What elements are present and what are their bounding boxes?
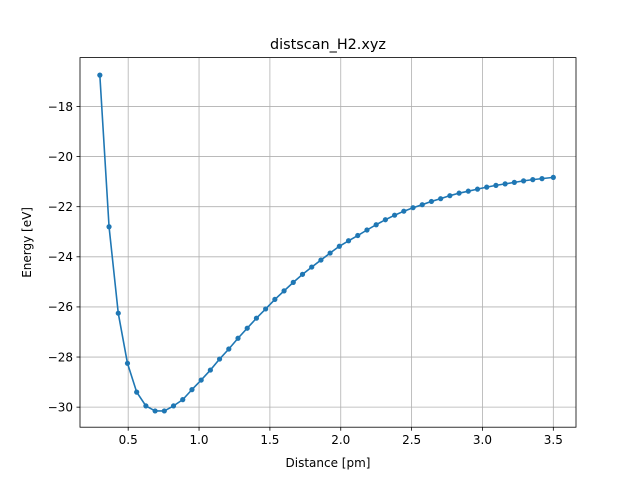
data-point [493, 182, 499, 188]
x-tick-label: 3.5 [544, 433, 563, 447]
plot-area [80, 57, 576, 428]
data-point [189, 387, 195, 393]
data-point [115, 310, 121, 316]
y-tick-label: −22 [48, 200, 73, 214]
chart-title: distscan_H2.xyz [270, 37, 386, 53]
data-point [355, 232, 361, 239]
data-point [382, 217, 388, 223]
data-point [244, 325, 250, 331]
data-point [152, 408, 158, 414]
series-group [97, 72, 556, 414]
data-point [327, 250, 333, 256]
data-point [226, 346, 232, 352]
data-point [170, 403, 177, 409]
data-point [134, 389, 140, 395]
x-tick-label: 1.0 [189, 433, 208, 447]
data-point [410, 205, 416, 211]
data-point [161, 408, 167, 414]
data-point [438, 196, 444, 202]
grid-lines [80, 57, 576, 428]
ticks-group: 0.5 1.0 1.5 2.0 2.5 3.0 3.5 −30 −28 −26 −24 −22 −20 −… [48, 100, 563, 447]
data-point [502, 181, 508, 187]
data-point [106, 224, 112, 230]
y-tick-label: −24 [48, 250, 73, 264]
data-point [550, 174, 556, 180]
data-point [318, 257, 324, 263]
y-tick-label: −20 [48, 150, 73, 164]
data-point [474, 186, 481, 192]
data-point [198, 377, 204, 383]
axes-frame [79, 57, 577, 428]
data-point [484, 184, 490, 190]
data-point [345, 238, 352, 244]
data-point [401, 208, 407, 214]
data-point [392, 212, 398, 218]
data-point [530, 177, 536, 183]
y-tick-label: −28 [48, 350, 73, 364]
data-point [207, 367, 213, 373]
x-tick-label: 3.0 [473, 433, 492, 447]
data-point [235, 335, 241, 341]
data-point [419, 202, 425, 208]
data-point [373, 222, 379, 228]
x-axis-label: Distance [pm] [286, 456, 371, 470]
data-point [143, 403, 149, 409]
y-tick-label: −26 [48, 300, 73, 314]
data-point [124, 360, 131, 366]
y-axis-label: Energy [eV] [20, 207, 34, 278]
data-point [336, 243, 342, 249]
x-tick-label: 2.5 [402, 433, 421, 447]
x-tick-label: 0.5 [119, 433, 138, 447]
data-point [281, 288, 287, 294]
data-point [456, 190, 462, 196]
x-tick-label: 1.5 [260, 433, 279, 447]
data-point [272, 296, 278, 303]
data-point [539, 176, 545, 182]
data-point [97, 72, 103, 78]
data-point [447, 193, 453, 199]
y-tick-label: −30 [48, 400, 73, 414]
data-point [309, 264, 315, 270]
data-point [216, 356, 223, 362]
data-point [263, 306, 269, 312]
data-point [465, 188, 471, 194]
data-point [299, 271, 306, 277]
data-point [180, 397, 186, 403]
data-point [253, 315, 260, 321]
x-tick-label: 2.0 [331, 433, 350, 447]
data-point [520, 178, 527, 184]
y-tick-label: −18 [48, 100, 73, 114]
data-point [428, 198, 435, 205]
data-point [364, 227, 370, 233]
data-point [290, 279, 296, 285]
data-point [511, 179, 517, 185]
